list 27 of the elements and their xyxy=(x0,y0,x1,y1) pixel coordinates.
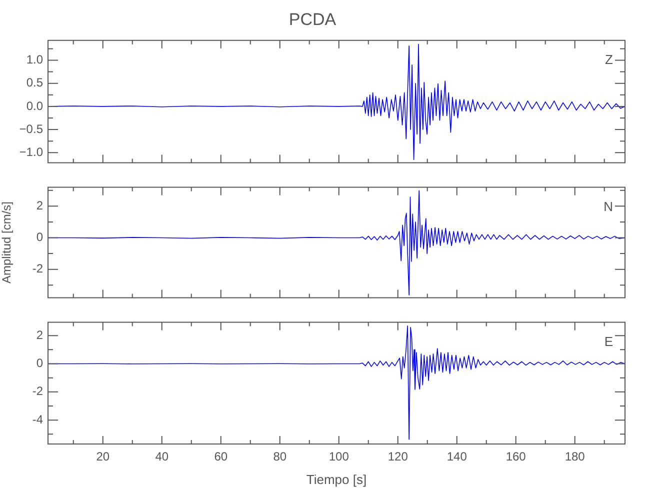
x-axis-title: Tiempo [s] xyxy=(306,472,367,487)
y-tick-label: 2 xyxy=(36,328,44,342)
x-tick-label: 40 xyxy=(155,450,169,464)
x-tick-label: 80 xyxy=(273,450,287,464)
x-tick-label: 160 xyxy=(506,450,526,464)
y-axis-title: Amplitud [cm/s] xyxy=(0,201,14,284)
x-tick-label: 180 xyxy=(564,450,586,464)
annotation: Z xyxy=(605,52,614,67)
annotation: E xyxy=(604,334,614,349)
y-tick-label: −1.0 xyxy=(19,144,44,159)
y-tick-label: 1.0 xyxy=(26,52,44,67)
y-tick-label: 0.5 xyxy=(26,76,44,90)
x-tick-label: 20 xyxy=(96,450,110,464)
y-tick-label: -4 xyxy=(32,412,44,426)
y-tick-label: 0.0 xyxy=(26,98,44,113)
y-tick-label: 2 xyxy=(36,198,44,212)
x-tick-label: 60 xyxy=(214,450,228,464)
chart-title: PCDA xyxy=(288,10,337,29)
y-tick-label: 0 xyxy=(36,230,44,244)
y-tick-label: 0 xyxy=(36,356,44,370)
y-tick-label: −0.5 xyxy=(19,122,44,136)
annotation: N xyxy=(604,198,613,214)
x-tick-label: 120 xyxy=(388,450,408,464)
x-tick-label: 100 xyxy=(328,450,350,464)
y-tick-label: -2 xyxy=(32,262,44,276)
x-tick-label: 140 xyxy=(446,450,468,464)
y-tick-label: -2 xyxy=(32,384,44,398)
